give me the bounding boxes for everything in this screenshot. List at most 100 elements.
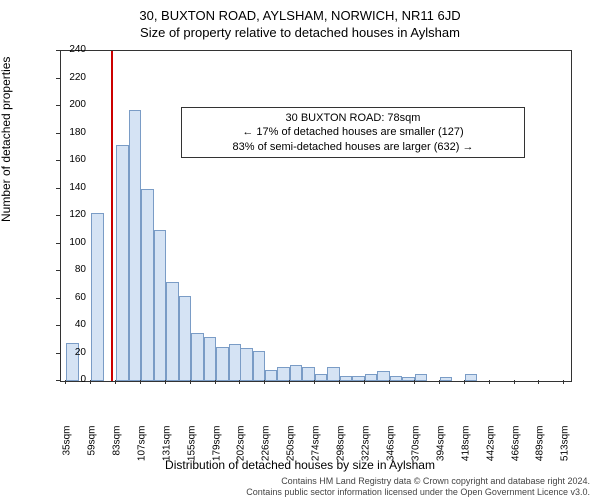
x-tick-label: 226sqm [261,426,272,466]
histogram-bar [290,365,302,382]
x-tick-label: 322sqm [360,426,371,466]
footer-line2: Contains public sector information licen… [246,487,590,498]
histogram-bar [216,347,228,381]
x-tick-mark [538,380,539,384]
x-tick-label: 513sqm [559,426,570,466]
histogram-bar [179,296,191,381]
x-tick-label: 35sqm [62,426,73,466]
histogram-bar [440,377,452,381]
histogram-bar [129,110,141,381]
x-tick-mark [489,380,490,384]
y-tick-label: 120 [56,209,86,220]
histogram-bar [277,367,289,381]
x-tick-label: 179sqm [212,426,223,466]
x-tick-mark [439,380,440,384]
histogram-bar [240,348,252,381]
histogram-bar [390,376,402,382]
x-tick-label: 466sqm [510,426,521,466]
x-tick-label: 370sqm [410,426,421,466]
x-tick-mark [339,380,340,384]
histogram-bar [365,374,377,381]
x-tick-mark [314,380,315,384]
x-tick-mark [140,380,141,384]
x-tick-mark [289,380,290,384]
x-tick-mark [190,380,191,384]
y-tick-label: 80 [56,264,86,275]
y-tick-label: 100 [56,237,86,248]
x-tick-mark [514,380,515,384]
y-tick-label: 60 [56,292,86,303]
histogram-bar [465,374,477,381]
x-tick-mark [364,380,365,384]
y-tick-mark [56,298,60,299]
y-tick-label: 40 [56,319,86,330]
x-tick-mark [264,380,265,384]
y-tick-label: 200 [56,99,86,110]
callout-box: 30 BUXTON ROAD: 78sqm ← 17% of detached … [181,107,525,158]
x-tick-label: 202sqm [236,426,247,466]
x-tick-label: 442sqm [485,426,496,466]
y-tick-mark [56,325,60,326]
x-tick-label: 274sqm [310,426,321,466]
footer-line1: Contains HM Land Registry data © Crown c… [246,476,590,487]
x-tick-label: 155sqm [187,426,198,466]
reference-line [111,51,113,381]
y-tick-mark [56,353,60,354]
x-tick-mark [389,380,390,384]
chart-plot-area: 30 BUXTON ROAD: 78sqm ← 17% of detached … [60,50,572,382]
histogram-bar [166,282,178,381]
histogram-bar [302,367,314,381]
y-tick-mark [56,380,60,381]
y-tick-mark [56,215,60,216]
y-tick-label: 180 [56,127,86,138]
title-sub: Size of property relative to detached ho… [0,23,600,40]
y-tick-mark [56,160,60,161]
x-tick-mark [165,380,166,384]
y-tick-mark [56,50,60,51]
x-tick-label: 346sqm [385,426,396,466]
x-tick-label: 83sqm [112,426,123,466]
histogram-bar [191,333,203,381]
y-tick-mark [56,270,60,271]
x-tick-mark [90,380,91,384]
y-tick-mark [56,243,60,244]
x-tick-mark [464,380,465,384]
y-tick-mark [56,105,60,106]
x-tick-mark [215,380,216,384]
x-tick-label: 298sqm [335,426,346,466]
histogram-bar [340,376,352,382]
chart-container: 30, BUXTON ROAD, AYLSHAM, NORWICH, NR11 … [0,0,600,500]
histogram-bar [141,189,153,382]
histogram-bar [116,145,128,382]
histogram-bar [315,374,327,381]
x-tick-label: 394sqm [435,426,446,466]
y-tick-label: 0 [56,374,86,385]
x-tick-mark [239,380,240,384]
histogram-bar [265,370,277,381]
histogram-bar [204,337,216,381]
callout-line2: ← 17% of detached houses are smaller (12… [188,125,518,139]
x-tick-label: 418sqm [460,426,471,466]
footer-attribution: Contains HM Land Registry data © Crown c… [246,476,590,498]
x-tick-label: 59sqm [87,426,98,466]
x-tick-mark [65,380,66,384]
y-tick-label: 240 [56,44,86,55]
callout-line1: 30 BUXTON ROAD: 78sqm [188,111,518,125]
x-tick-label: 489sqm [534,426,545,466]
x-tick-mark [414,380,415,384]
histogram-bar [253,351,265,381]
histogram-bar [154,230,166,381]
callout-line3: 83% of semi-detached houses are larger (… [188,140,518,154]
y-tick-label: 20 [56,347,86,358]
y-tick-mark [56,78,60,79]
x-tick-mark [563,380,564,384]
y-tick-label: 140 [56,182,86,193]
y-tick-label: 220 [56,72,86,83]
x-tick-label: 250sqm [285,426,296,466]
y-tick-mark [56,133,60,134]
x-tick-label: 107sqm [137,426,148,466]
title-main: 30, BUXTON ROAD, AYLSHAM, NORWICH, NR11 … [0,0,600,23]
x-tick-label: 131sqm [162,426,173,466]
y-tick-label: 160 [56,154,86,165]
y-tick-mark [56,188,60,189]
